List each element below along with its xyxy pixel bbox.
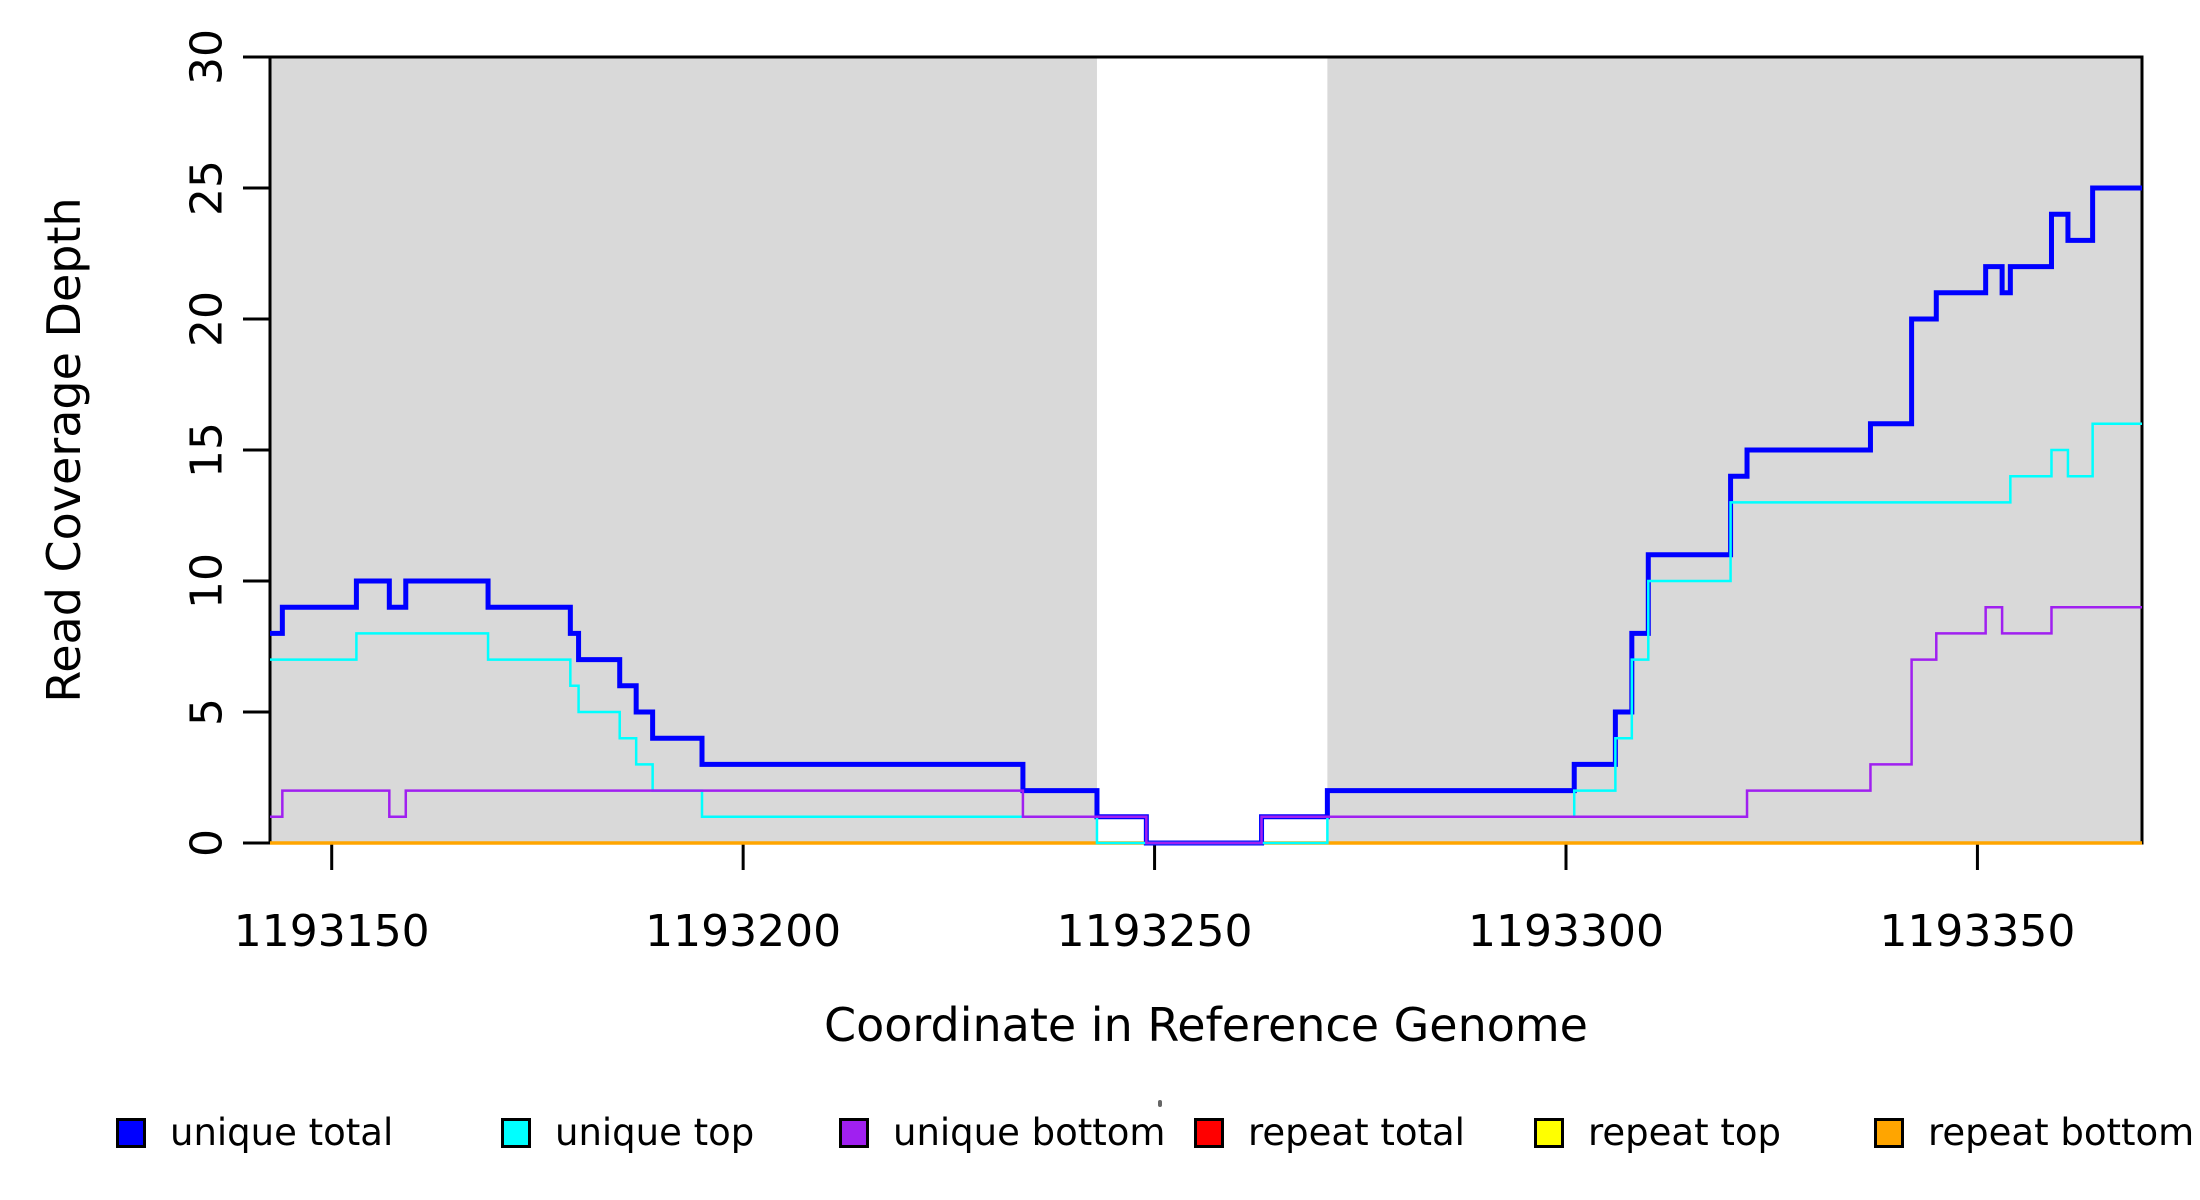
series-line-unique-total xyxy=(270,185,2142,846)
x-tick-label: 1193350 xyxy=(1879,906,2075,957)
y-tick-label: 0 xyxy=(181,829,232,857)
series-unique-total xyxy=(270,185,2142,846)
y-tick-label: 25 xyxy=(181,160,232,216)
y-axis-title: Read Coverage Depth xyxy=(37,197,91,703)
x-axis-title: Coordinate in Reference Genome xyxy=(824,998,1588,1052)
y-tick-label: 10 xyxy=(181,553,232,609)
y-tick-label: 15 xyxy=(181,422,232,478)
series-line-unique-top xyxy=(270,422,2142,845)
x-tick-label: 1193250 xyxy=(1057,906,1253,957)
y-tick-label: 5 xyxy=(181,698,232,726)
series-unique-bottom xyxy=(270,605,2142,845)
shaded-region xyxy=(1327,57,2142,843)
stray-mark xyxy=(1158,1100,1162,1107)
series-unique-top xyxy=(270,422,2142,845)
series-line-unique-bottom xyxy=(270,605,2142,845)
axes: 1193150 1193200 1193250 1193300 1193350 0 5 10 1… xyxy=(181,29,2075,957)
x-tick-label: 1193300 xyxy=(1468,906,1664,957)
shaded-region xyxy=(270,57,1097,843)
x-tick-label: 1193200 xyxy=(645,906,841,957)
y-tick-label: 20 xyxy=(181,291,232,347)
x-tick-label: 1193150 xyxy=(234,906,430,957)
y-tick-label: 30 xyxy=(181,29,232,85)
shaded-regions xyxy=(270,57,2142,843)
